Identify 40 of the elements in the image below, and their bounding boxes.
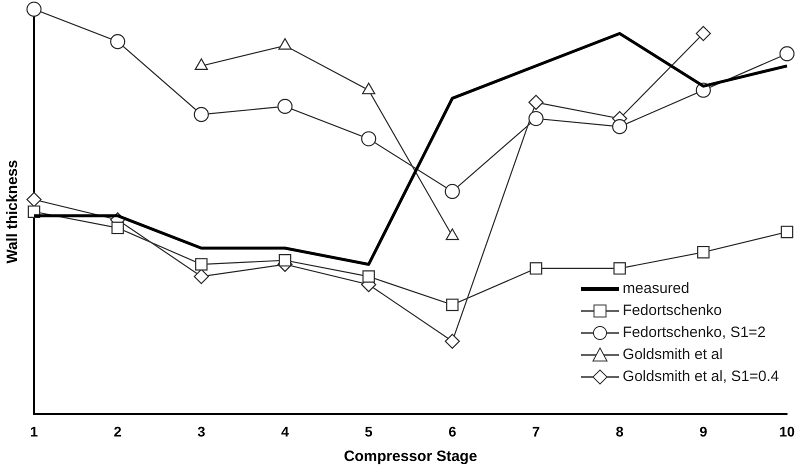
point — [780, 226, 794, 238]
point — [528, 94, 544, 110]
legend-label: Goldsmith et al, S1=0.4 — [622, 367, 779, 387]
point — [278, 254, 292, 267]
point — [26, 192, 42, 208]
point — [194, 106, 209, 122]
point — [697, 246, 710, 258]
x-tick-label: 5 — [364, 423, 373, 440]
x-axis-title: Compressor Stage — [344, 448, 478, 466]
x-tick-label: 9 — [699, 423, 708, 440]
x-tick-label: 6 — [448, 423, 456, 440]
point — [362, 270, 375, 283]
point — [195, 258, 208, 271]
point — [528, 110, 544, 126]
point — [26, 2, 42, 17]
legend-label: Fedortschenko — [622, 301, 722, 321]
point — [613, 262, 626, 275]
x-tick-label: 1 — [30, 423, 38, 440]
point — [361, 131, 376, 146]
legend-label: measured — [622, 279, 690, 299]
x-tick-label: 7 — [532, 423, 540, 440]
legend-label: Goldsmith et al — [622, 345, 723, 365]
point — [110, 34, 126, 50]
point — [446, 298, 459, 312]
point — [111, 222, 124, 234]
legend-label: Fedortschenko, S1=2 — [622, 323, 766, 343]
point — [444, 334, 460, 349]
point — [277, 98, 293, 114]
x-tick-label: 4 — [281, 423, 290, 440]
x-tick-label: 8 — [616, 423, 624, 440]
point — [194, 268, 209, 284]
point — [530, 262, 542, 275]
x-tick-label: 10 — [779, 423, 795, 440]
point — [612, 119, 628, 134]
x-tick-label: 3 — [197, 423, 206, 440]
y-axis-title: Wall thickness — [4, 160, 22, 264]
point — [696, 26, 711, 42]
point — [779, 46, 795, 62]
x-tick-label: 2 — [114, 423, 122, 440]
point — [444, 184, 460, 200]
